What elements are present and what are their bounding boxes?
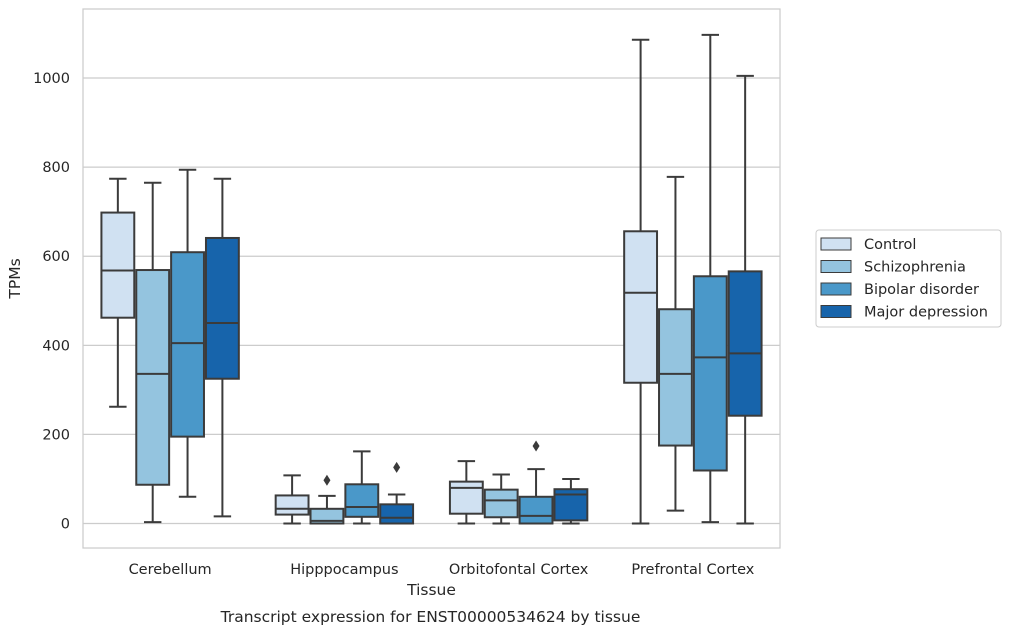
y-tick-label: 600	[42, 249, 70, 265]
box-1-0	[274, 474, 310, 525]
y-tick-label: 200	[42, 427, 70, 443]
box-2-1	[483, 473, 519, 525]
box-1-3	[379, 461, 415, 525]
x-tick-labels: Cerebellum Hipppocampus Orbitofontal Corte…	[129, 562, 755, 578]
outlier-point	[393, 461, 401, 473]
box-3-3	[727, 74, 763, 525]
box-3-0	[623, 38, 659, 525]
box-iqr	[204, 236, 240, 380]
box-iqr	[448, 480, 484, 515]
box-2-2	[518, 440, 554, 525]
plot-frame	[82, 8, 781, 549]
x-tick-label: Prefrontal Cortex	[631, 562, 754, 578]
legend-swatch	[820, 260, 852, 273]
box-iqr	[518, 495, 554, 525]
box-iqr	[309, 507, 345, 525]
x-tick-label: Cerebellum	[129, 562, 212, 578]
box-iqr	[274, 494, 310, 516]
y-tick-labels: 0 200 400 600 800 1000	[33, 71, 70, 532]
x-tick-label: Hipppocampus	[290, 562, 398, 578]
box-iqr	[135, 269, 171, 486]
box-iqr	[100, 211, 136, 319]
box-1-1	[309, 474, 345, 525]
box-0-2	[170, 168, 205, 498]
legend-frame	[815, 229, 1002, 328]
outlier-point	[532, 440, 540, 452]
box-0-0	[100, 177, 136, 408]
x-axis-title: Tissue	[406, 581, 456, 599]
box-0-1	[135, 181, 171, 524]
chart-title: Transcript expression for ENST0000053462…	[220, 608, 641, 626]
box-1-2	[344, 450, 380, 525]
y-tick-label: 1000	[33, 71, 70, 87]
box-2-3	[553, 477, 589, 525]
legend-label: Major depression	[864, 305, 988, 321]
y-tick-label: 400	[42, 338, 70, 354]
x-tick-label: Orbitofontal Cortex	[449, 562, 589, 578]
boxes	[100, 33, 763, 525]
legend: Control Schizophrenia Bipolar disorder Majo…	[815, 229, 1002, 328]
box-iqr	[658, 308, 693, 447]
box-iqr	[727, 270, 763, 417]
y-tick-label: 0	[61, 517, 70, 533]
box-3-1	[658, 175, 693, 512]
legend-swatch	[820, 305, 852, 318]
box-iqr	[483, 488, 519, 519]
box-iqr	[692, 275, 728, 472]
box-3-2	[692, 33, 728, 524]
box-iqr	[344, 483, 380, 518]
outlier-point	[323, 474, 331, 486]
box-2-0	[448, 460, 484, 525]
y-axis-title: TPMs	[6, 258, 24, 299]
y-tick-label: 800	[42, 160, 70, 176]
legend-label: Schizophrenia	[864, 260, 966, 276]
legend-label: Bipolar disorder	[864, 282, 979, 298]
legend-swatch	[820, 282, 852, 296]
box-iqr	[170, 251, 205, 438]
box-0-3	[204, 177, 240, 518]
box-iqr	[623, 230, 659, 384]
legend-label: Control	[864, 237, 916, 253]
legend-swatch	[820, 237, 852, 251]
box-iqr	[379, 503, 415, 525]
